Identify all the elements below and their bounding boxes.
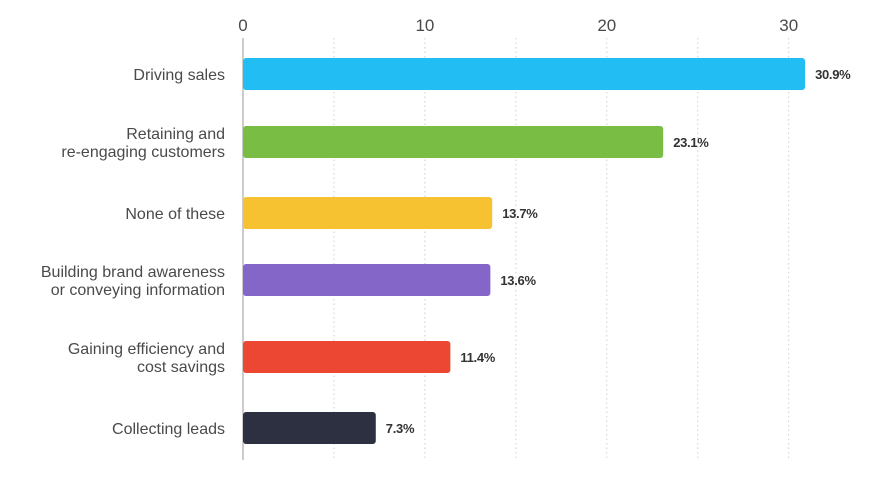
data-label: 23.1%: [673, 135, 709, 150]
category-label-line: cost savings: [137, 359, 225, 376]
data-label: 30.9%: [815, 67, 851, 82]
category-label-line: re-engaging customers: [61, 144, 225, 161]
category-label-line: Gaining efficiency and: [68, 341, 225, 358]
category-label: None of these: [125, 206, 225, 223]
category-label: Driving sales: [133, 67, 225, 84]
category-label-line: Driving sales: [133, 67, 225, 84]
x-tick-label: 10: [415, 16, 434, 35]
bar: [243, 197, 493, 229]
category-label-line: Retaining and: [126, 126, 225, 143]
data-label: 11.4%: [460, 350, 495, 365]
x-tick-label: 30: [779, 16, 798, 35]
category-label: Retaining and re-engaging customers: [61, 126, 225, 161]
category-label: Collecting leads: [112, 421, 225, 438]
x-tick-label: 0: [238, 16, 247, 35]
data-label: 13.7%: [502, 206, 538, 221]
category-label-line: Collecting leads: [112, 421, 225, 438]
category-label: Building brand awareness or conveying inf…: [41, 264, 225, 299]
bar: [243, 126, 664, 158]
bar: [243, 264, 491, 296]
category-label-line: or conveying information: [51, 282, 225, 299]
bar: [243, 58, 806, 90]
bar: [243, 412, 376, 444]
data-label: 13.6%: [500, 273, 536, 288]
x-tick-label: 20: [597, 16, 616, 35]
category-label-line: Building brand awareness: [41, 264, 225, 281]
category-label-line: None of these: [125, 206, 225, 223]
grid: [333, 38, 790, 460]
data-label: 7.3%: [386, 421, 415, 436]
category-label: Gaining efficiency and cost savings: [68, 341, 225, 376]
bar: [243, 341, 451, 373]
